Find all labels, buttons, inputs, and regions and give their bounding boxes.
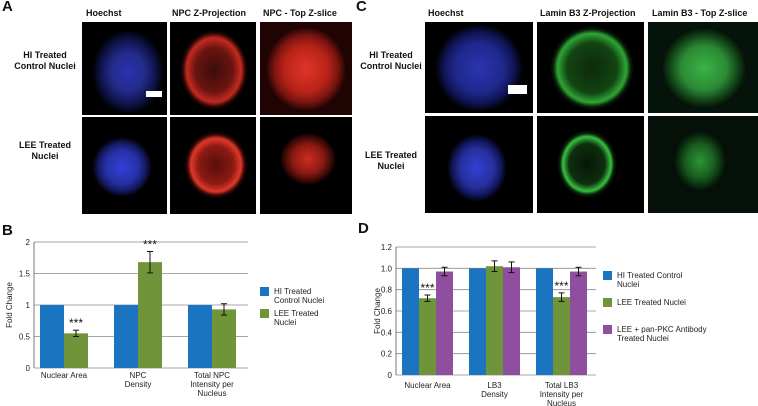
chart-b-y-tick-label: 1.5 — [19, 270, 31, 279]
panel-a-col-npc-zproj: NPC Z-Projection — [172, 8, 247, 18]
chart-b-bar — [64, 333, 88, 368]
chart-d-x-tick-label: Intensity per — [540, 390, 584, 399]
chart-d-legend-label: Treated Nuclei — [617, 334, 669, 343]
chart-b-legend-swatch — [260, 287, 269, 296]
chart-b-legend-label: LEE Treated — [274, 309, 318, 318]
panel-c-col-lb3-top: Lamin B3 - Top Z-slice — [652, 8, 748, 18]
image-c-lb3-zproj-hi — [537, 22, 644, 113]
panel-a-row-lee: LEE Treated Nuclei — [18, 140, 72, 161]
chart-d-y-tick-label: 0 — [388, 371, 393, 380]
chart-b-y-axis-label: Fold Change — [5, 282, 14, 328]
chart-d-bar — [553, 297, 570, 375]
panel-c-col-lb3-zproj: Lamin B3 Z-Projection — [540, 8, 636, 18]
chart-b-bar — [188, 305, 212, 368]
chart-d-y-tick-label: 0.8 — [381, 286, 393, 295]
chart-d-significance-label: *** — [420, 281, 434, 295]
image-a-hoechst-lee — [82, 117, 167, 214]
chart-b-y-tick-label: 2 — [26, 238, 31, 247]
chart-b-bar — [40, 305, 64, 368]
chart-b-x-tick-label: Total NPC — [194, 371, 230, 380]
panel-a-row-hi: HI Treated Control Nuclei — [14, 50, 76, 71]
panel-a-letter: A — [2, 0, 13, 15]
chart-d-bar — [402, 268, 419, 375]
chart-b-legend-label: Nuclei — [274, 318, 296, 327]
chart-d-bar — [536, 268, 553, 375]
panel-c-letter: C — [356, 0, 367, 15]
image-c-hoechst-hi — [425, 22, 533, 113]
chart-d-y-tick-label: 1.0 — [381, 264, 393, 273]
image-a-hoechst-hi — [82, 22, 167, 115]
chart-b-x-tick-label: Density — [125, 380, 152, 389]
panel-d-letter: D — [358, 220, 369, 237]
panel-a-col-hoechst: Hoechst — [86, 8, 122, 18]
image-a-npc-top-lee — [260, 117, 352, 214]
chart-b-x-tick-label: Intensity per — [190, 380, 234, 389]
chart-d-legend-swatch — [603, 271, 612, 280]
chart-b-x-tick-label: Nucleus — [198, 389, 227, 398]
chart-b-y-tick-label: 0.5 — [19, 333, 31, 342]
panel-a-col-npc-top: NPC - Top Z-slice — [263, 8, 337, 18]
chart-b-x-tick-label: NPC — [130, 371, 147, 380]
chart-d-y-tick-label: 0.6 — [381, 307, 393, 316]
panel-c-row-hi: HI Treated Control Nuclei — [360, 50, 422, 71]
chart-d-y-tick-label: 0.2 — [381, 350, 393, 359]
chart-b-y-tick-label: 0 — [26, 364, 31, 373]
chart-b-legend-label: HI Treated — [274, 287, 311, 296]
chart-d-bar — [469, 268, 486, 375]
chart-b-bar — [114, 305, 138, 368]
chart-d-x-tick-label: Total LB3 — [545, 381, 579, 390]
chart-b-significance-label: *** — [143, 237, 157, 251]
chart-d-x-tick-label: Density — [481, 390, 508, 399]
scale-bar — [508, 85, 527, 94]
scale-bar — [146, 91, 162, 97]
chart-d-x-tick-label: Nuclear Area — [404, 381, 451, 390]
chart-b-bar — [212, 309, 236, 368]
image-c-hoechst-lee — [425, 116, 533, 213]
image-a-npc-top-hi — [260, 22, 352, 115]
chart-d-y-axis-label: Fold Change — [373, 288, 382, 334]
chart-d-legend-label: HI Treated Control — [617, 271, 683, 280]
chart-d-bar — [503, 267, 520, 375]
chart-b-legend-swatch — [260, 309, 269, 318]
chart-d-legend-label: Nuclei — [617, 280, 639, 289]
chart-b-legend-label: Control Nuclei — [274, 296, 324, 305]
chart-d-y-tick-label: 0.4 — [381, 328, 393, 337]
chart-d-y-tick-label: 1.2 — [381, 243, 393, 252]
panel-b-letter: B — [2, 222, 13, 239]
chart-d-legend-label: LEE + pan-PKC Antibody — [617, 325, 707, 334]
image-a-npc-zproj-lee — [170, 117, 256, 214]
chart-d-x-tick-label: LB3 — [487, 381, 502, 390]
chart-b-x-tick-label: Nuclear Area — [41, 371, 88, 380]
chart-d-bar — [486, 266, 503, 375]
panel-c-col-hoechst: Hoechst — [428, 8, 464, 18]
chart-d-bar — [419, 298, 436, 375]
image-c-lb3-zproj-lee — [537, 116, 644, 213]
image-a-npc-zproj-hi — [170, 22, 256, 115]
chart-d-x-tick-label: Nucleus — [547, 399, 576, 406]
chart-d-legend-label: LEE Treated Nuclei — [617, 298, 686, 307]
image-c-lb3-top-hi — [648, 22, 758, 113]
chart-b-significance-label: *** — [69, 316, 83, 330]
chart-d-legend-swatch — [603, 325, 612, 334]
chart-d-bar — [436, 271, 453, 375]
panel-c-row-lee: LEE Treated Nuclei — [364, 150, 418, 171]
image-c-lb3-top-lee — [648, 116, 758, 213]
chart-d-bar — [570, 271, 587, 375]
chart-b-y-tick-label: 1 — [26, 301, 31, 310]
chart-d-legend-swatch — [603, 298, 612, 307]
chart-b-bar — [138, 262, 162, 368]
chart-d-significance-label: *** — [554, 279, 568, 293]
